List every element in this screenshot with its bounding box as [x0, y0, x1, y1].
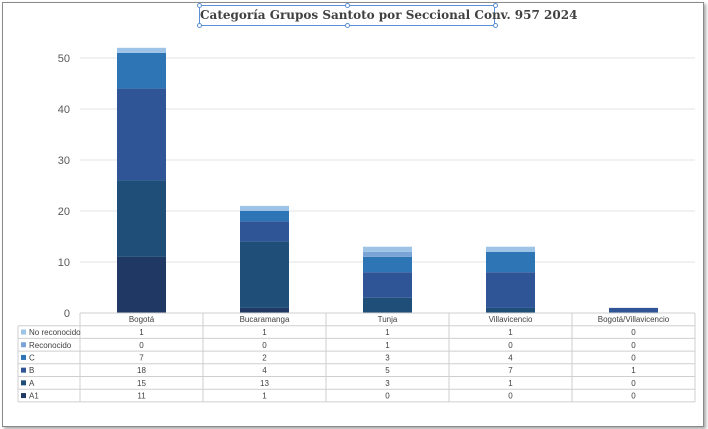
bar-b-2: [363, 272, 412, 298]
bar-a-2: [363, 297, 412, 313]
bar-a1-0: [117, 256, 166, 313]
y-tick-label-20: 20: [58, 206, 70, 218]
bar-b-0: [117, 88, 166, 181]
title-handle-bm[interactable]: [345, 23, 350, 28]
table-cell-reconocido-3: 0: [508, 341, 513, 350]
legend-label-a1: A1: [29, 392, 39, 401]
bar-no-reconocido-0: [117, 47, 166, 53]
title-handle-tm[interactable]: [345, 3, 350, 8]
table-cell-a-3: 1: [508, 379, 513, 388]
table-cell-c-4: 0: [631, 353, 636, 362]
legend-key-c: [21, 354, 26, 360]
table-cell-c-2: 3: [385, 353, 390, 362]
bar-c-2: [363, 256, 412, 273]
table-cell-no-reconocido-0: 1: [139, 328, 144, 337]
table-cell-reconocido-1: 0: [262, 341, 267, 350]
bar-b-1: [240, 221, 289, 242]
table-cell-no-reconocido-4: 0: [631, 328, 636, 337]
table-cell-a-4: 0: [631, 379, 636, 388]
y-tick-label-0: 0: [64, 308, 70, 320]
data-table: Bogotá Bucaramanga Tunja Villavicencio Bogot…: [17, 312, 696, 403]
bar-reconocido-2: [363, 251, 412, 257]
bar-c-3: [486, 251, 535, 273]
bar-a-1: [240, 241, 289, 308]
legend-label-no-reconocido: No reconocido: [29, 328, 81, 337]
table-cell-c-1: 2: [262, 353, 267, 362]
table-cell-b-1: 4: [262, 366, 267, 375]
bar-no-reconocido-3: [486, 246, 535, 252]
table-cell-reconocido-2: 1: [385, 341, 390, 350]
table-cell-a1-4: 0: [631, 392, 636, 401]
table-cell-a1-3: 0: [508, 392, 513, 401]
y-tick-label-30: 30: [58, 155, 70, 167]
table-cell-b-4: 1: [631, 366, 636, 375]
table-cell-b-2: 5: [385, 366, 390, 375]
legend-label-a: A: [29, 379, 35, 388]
category-label-0: Bogotá: [129, 315, 155, 324]
table-cell-c-3: 4: [508, 353, 513, 362]
y-tick-label-10: 10: [58, 257, 70, 269]
bar-a-0: [117, 180, 166, 257]
table-cell-a1-2: 0: [385, 392, 390, 401]
y-tick-label-40: 40: [58, 104, 70, 116]
table-cell-a1-0: 11: [137, 392, 146, 401]
bar-a-3: [486, 307, 535, 313]
category-label-3: Villavicencio: [489, 315, 533, 324]
legend-label-b: B: [29, 366, 34, 375]
table-cell-reconocido-0: 0: [139, 341, 144, 350]
bar-no-reconocido-2: [363, 246, 412, 252]
table-cell-b-0: 18: [137, 366, 146, 375]
title-handle-tr[interactable]: [493, 3, 498, 8]
bar-b-3: [486, 272, 535, 308]
y-axis-ticks: 0 10 20 30 40 50: [58, 53, 70, 320]
table-cell-no-reconocido-2: 1: [385, 328, 390, 337]
bar-no-reconocido-1: [240, 205, 289, 211]
bar-c-0: [117, 52, 166, 89]
title-handle-bl[interactable]: [197, 23, 202, 28]
legend-key-b: [21, 367, 26, 373]
table-cell-a-0: 15: [137, 379, 146, 388]
legend-label-c: C: [29, 353, 35, 362]
bar-b-4: [609, 307, 658, 313]
legend-key-a: [21, 380, 26, 386]
table-cell-reconocido-4: 0: [631, 341, 636, 350]
table-cell-c-0: 7: [139, 353, 144, 362]
legend-key-no-reconocido: [21, 329, 26, 335]
bar-c-1: [240, 211, 289, 222]
title-handle-br[interactable]: [493, 23, 498, 28]
category-label-4: Bogotá/Villavicencio: [598, 315, 670, 324]
title-handle-tl[interactable]: [197, 3, 202, 8]
y-tick-label-50: 50: [58, 53, 70, 65]
bars: [117, 47, 658, 313]
legend-key-a1: [21, 393, 26, 399]
table-cell-a-2: 3: [385, 379, 390, 388]
table-cell-no-reconocido-3: 1: [508, 328, 513, 337]
table-cell-a1-1: 1: [262, 392, 267, 401]
table-cell-a-1: 13: [260, 379, 269, 388]
bar-a1-1: [240, 307, 289, 313]
legend-key-reconocido: [21, 342, 26, 348]
table-cell-no-reconocido-1: 1: [262, 328, 267, 337]
category-label-2: Tunja: [378, 315, 398, 324]
table-cell-b-3: 7: [508, 366, 513, 375]
legend-label-reconocido: Reconocido: [29, 341, 72, 350]
category-label-1: Bucaramanga: [240, 315, 290, 324]
